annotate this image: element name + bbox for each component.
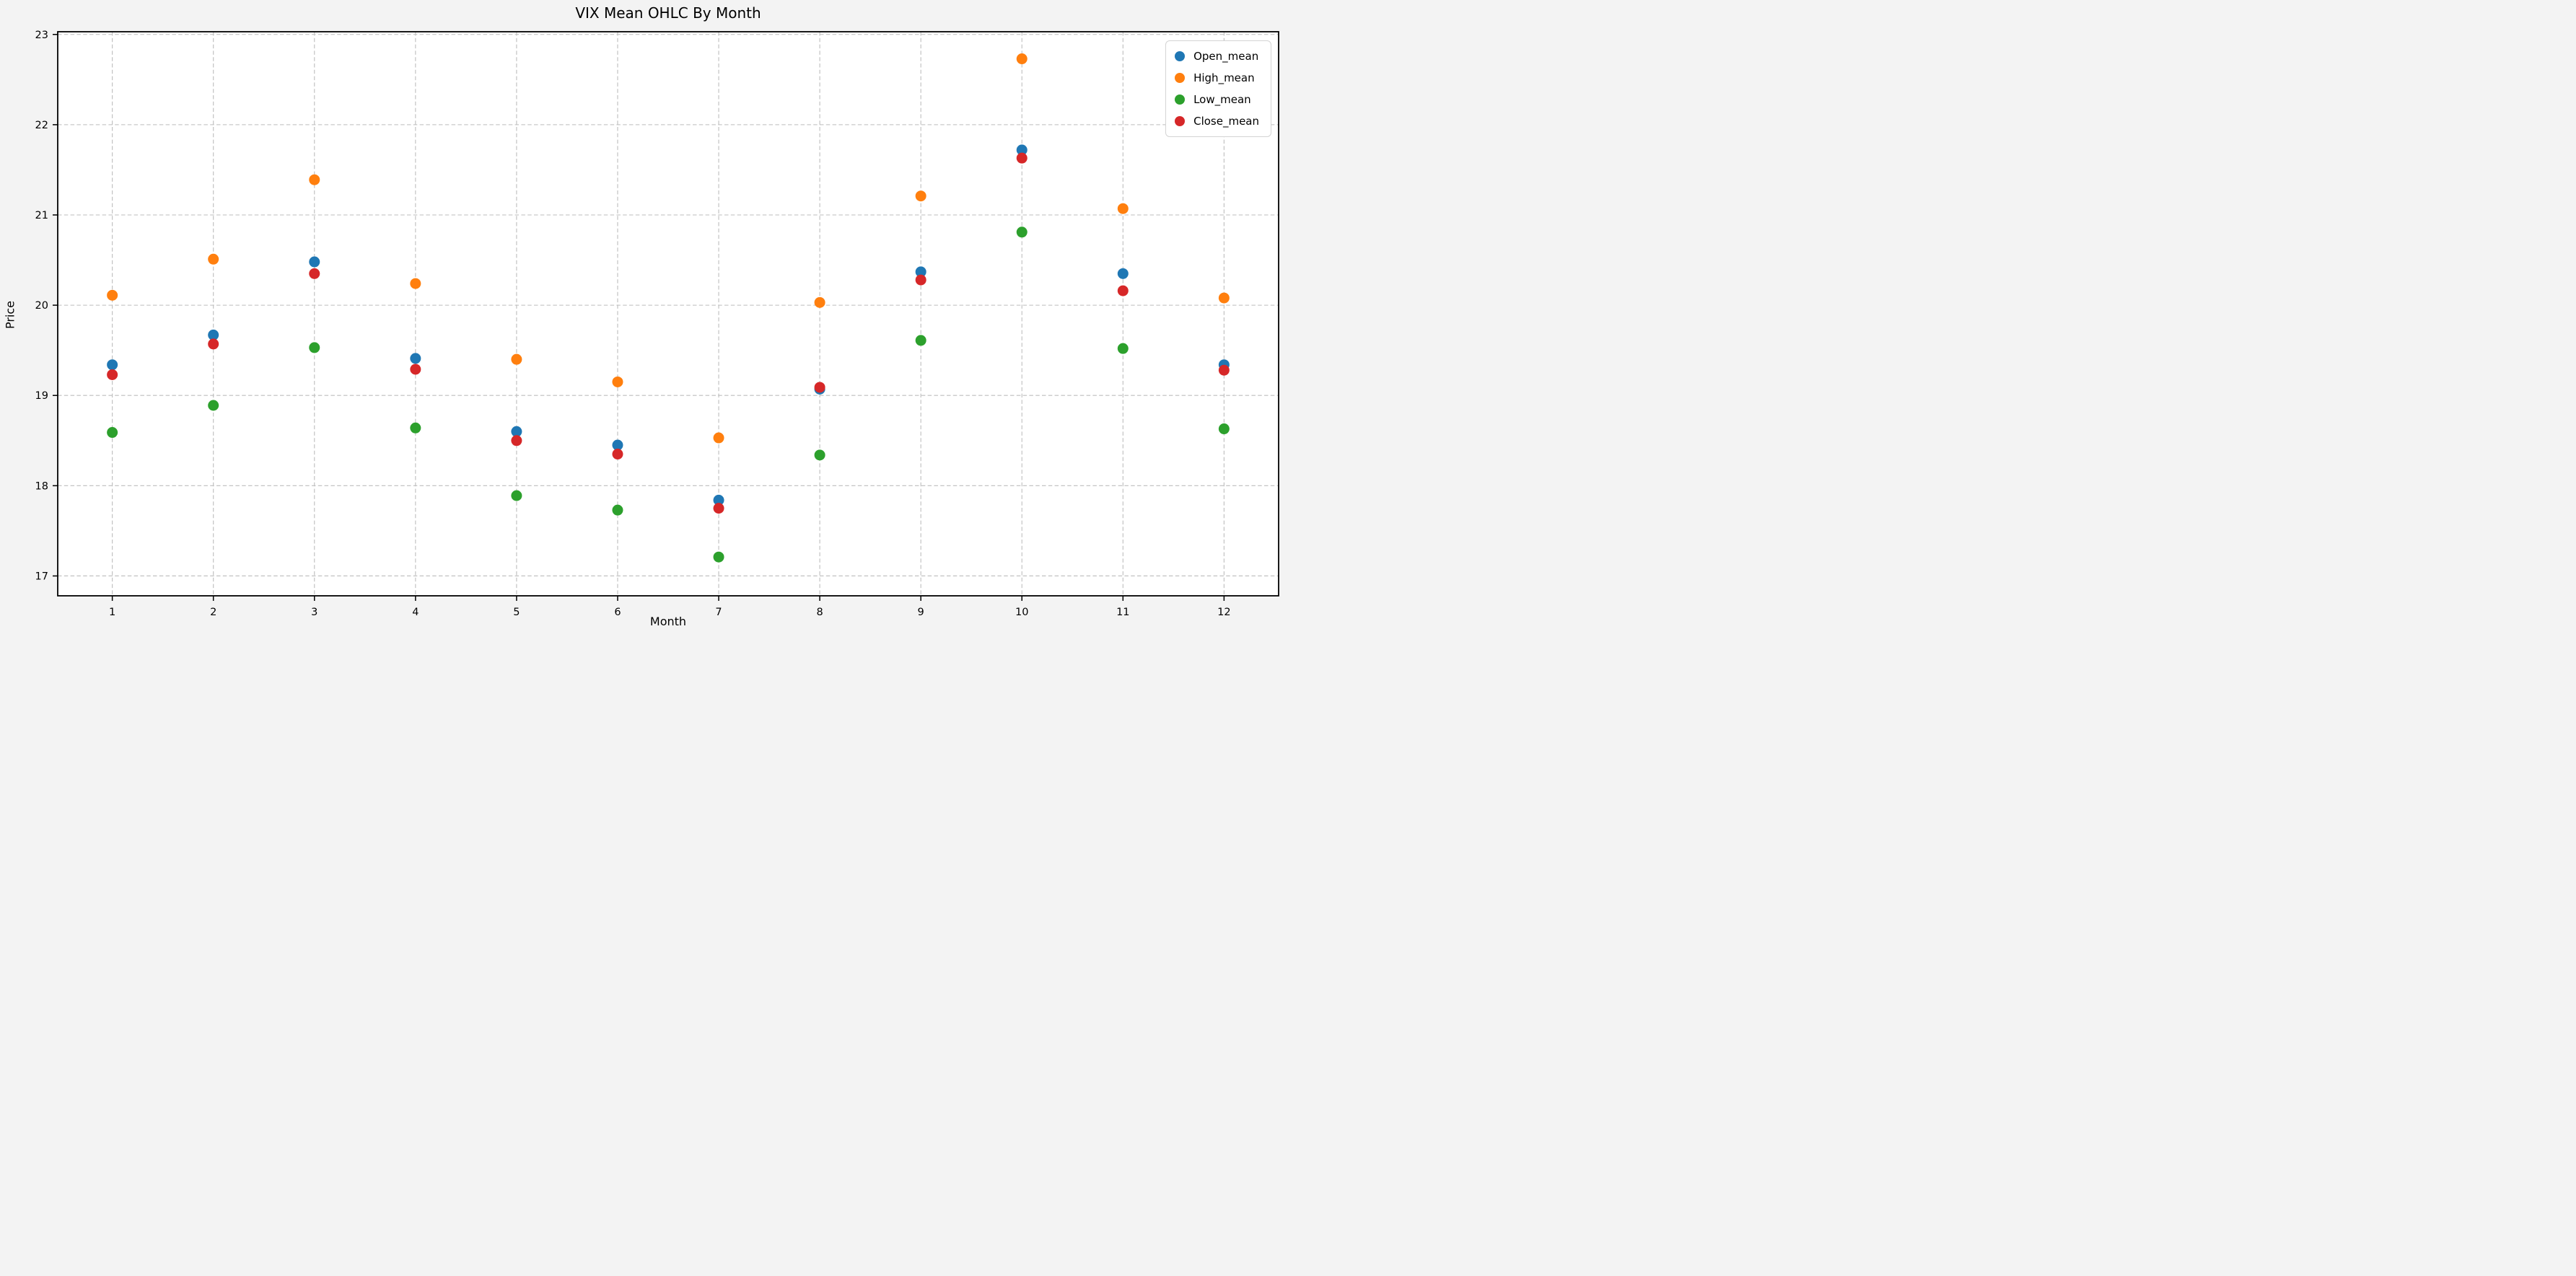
legend-item-low_mean: Low_mean	[1175, 90, 1259, 109]
legend-item-open_mean: Open_mean	[1175, 47, 1259, 66]
scatter-point-open_mean-m3	[309, 256, 320, 268]
y-tick-label: 20	[35, 300, 48, 312]
scatter-point-open_mean-m6	[612, 439, 623, 451]
scatter-point-close_mean-m4	[410, 364, 421, 375]
x-tick-label: 3	[311, 607, 317, 618]
scatter-point-open_mean-m2	[208, 329, 219, 340]
scatter-point-close_mean-m8	[814, 382, 825, 393]
scatter-point-low_mean-m4	[410, 422, 421, 434]
x-tick-label: 10	[1015, 607, 1028, 618]
scatter-point-low_mean-m7	[713, 551, 724, 563]
scatter-point-open_mean-m9	[915, 266, 926, 278]
scatter-point-open_mean-m1	[107, 359, 118, 371]
scatter-point-close_mean-m10	[1016, 152, 1028, 164]
legend-marker-icon	[1175, 116, 1186, 126]
plot-background	[58, 32, 1279, 596]
scatter-point-open_mean-m7	[713, 494, 724, 506]
axes-spines	[57, 31, 1279, 597]
scatter-point-low_mean-m10	[1016, 226, 1028, 238]
legend-marker-icon	[1175, 51, 1186, 61]
scatter-point-high_mean-m7	[713, 432, 724, 444]
y-tick-label: 18	[35, 480, 48, 492]
x-axis-label: Month	[649, 615, 687, 628]
scatter-point-close_mean-m5	[511, 435, 522, 446]
x-tick-label: 7	[715, 607, 722, 618]
x-tick-label: 4	[412, 607, 419, 618]
scatter-point-high_mean-m10	[1016, 53, 1028, 65]
x-tick-label: 5	[513, 607, 520, 618]
scatter-point-low_mean-m1	[107, 427, 118, 439]
legend-label: High_mean	[1193, 71, 1255, 84]
scatter-point-low_mean-m12	[1218, 423, 1230, 435]
scatter-point-high_mean-m8	[814, 296, 825, 308]
scatter-point-close_mean-m7	[713, 503, 724, 514]
scatter-point-high_mean-m5	[511, 353, 522, 365]
scatter-point-high_mean-m3	[309, 174, 320, 185]
scatter-point-low_mean-m2	[208, 400, 219, 411]
scatter-point-close_mean-m3	[309, 268, 320, 279]
scatter-point-low_mean-m3	[309, 342, 320, 353]
legend-marker-icon	[1175, 73, 1186, 83]
legend-item-close_mean: Close_mean	[1175, 112, 1259, 131]
scatter-point-high_mean-m4	[410, 278, 421, 289]
legend-label: Open_mean	[1193, 50, 1259, 63]
scatter-point-open_mean-m5	[511, 426, 522, 437]
scatter-point-close_mean-m2	[208, 338, 219, 350]
scatter-point-high_mean-m12	[1218, 292, 1230, 304]
y-tick-label: 19	[35, 390, 48, 402]
legend-item-high_mean: High_mean	[1175, 69, 1259, 87]
x-tick-label: 8	[816, 607, 823, 618]
scatter-point-high_mean-m1	[107, 289, 118, 301]
x-tick-label: 9	[918, 607, 924, 618]
scatter-point-low_mean-m9	[915, 335, 926, 346]
scatter-point-close_mean-m12	[1218, 364, 1230, 376]
x-tick-label: 11	[1116, 607, 1129, 618]
y-tick-label: 21	[35, 210, 48, 221]
legend: Open_mean High_mean Low_mean Close_mean	[1165, 40, 1271, 137]
y-tick-label: 22	[35, 120, 48, 131]
legend-marker-icon	[1175, 94, 1186, 105]
scatter-point-low_mean-m11	[1117, 343, 1129, 354]
figure: VIX Mean OHLC By Month 1 2 3 4 5 6 7 8 9 10 11 12 17…	[0, 0, 1288, 638]
y-tick-label: 23	[35, 30, 48, 41]
scatter-point-open_mean-m11	[1117, 268, 1129, 279]
x-tick-label: 12	[1217, 607, 1230, 618]
scatter-point-high_mean-m11	[1117, 203, 1129, 214]
scatter-point-close_mean-m11	[1117, 285, 1129, 296]
scatter-point-close_mean-m1	[107, 369, 118, 380]
x-tick-label: 2	[210, 607, 216, 618]
scatter-point-low_mean-m6	[612, 504, 623, 516]
scatter-point-low_mean-m5	[511, 490, 522, 501]
legend-label: Close_mean	[1193, 115, 1259, 128]
scatter-point-open_mean-m4	[410, 353, 421, 364]
chart-title: VIX Mean OHLC By Month	[575, 4, 761, 22]
x-tick-label: 6	[614, 607, 621, 618]
scatter-point-low_mean-m8	[814, 449, 825, 461]
scatter-point-high_mean-m2	[208, 253, 219, 265]
scatter-point-close_mean-m9	[915, 274, 926, 286]
x-tick-label: 1	[109, 607, 115, 618]
scatter-point-high_mean-m9	[915, 190, 926, 202]
scatter-point-open_mean-m10	[1016, 144, 1028, 156]
scatter-point-close_mean-m6	[612, 449, 623, 460]
scatter-point-high_mean-m6	[612, 376, 623, 387]
y-tick-label: 17	[35, 571, 48, 582]
legend-label: Low_mean	[1193, 93, 1251, 106]
y-axis-label: Price	[3, 300, 17, 330]
